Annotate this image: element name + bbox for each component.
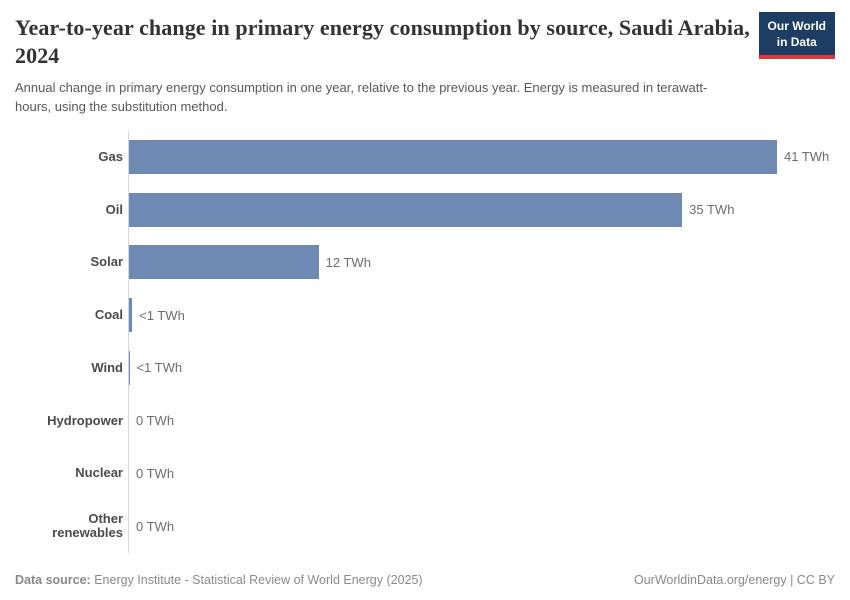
category-label-hydropower: Hydropower <box>47 412 123 428</box>
chart-header: Year-to-year change in primary energy co… <box>15 12 835 117</box>
category-label-oil: Oil <box>105 201 123 217</box>
value-label-nuclear: 0 TWh <box>136 465 175 481</box>
category-label-other-renewables: Other renewables <box>52 510 123 541</box>
data-source-label: Data source: <box>15 573 91 587</box>
owid-logo-line1: Our World <box>767 19 826 33</box>
plot-area-coal: <1 TWh <box>128 288 835 342</box>
category-label-coal: Coal <box>94 307 123 323</box>
bar-oil[interactable] <box>129 192 683 227</box>
chart-title: Year-to-year change in primary energy co… <box>15 15 750 68</box>
data-source-text: Energy Institute - Statistical Review of… <box>90 573 423 587</box>
chart-row-nuclear: Nuclear 0 TWh <box>15 447 835 500</box>
value-label-oil: 35 TWh <box>689 202 735 218</box>
category-label-nuclear: Nuclear <box>75 465 123 481</box>
chart-row-wind: Wind <1 TWh <box>15 341 835 395</box>
bar-solar[interactable] <box>129 245 319 280</box>
chart-row-gas: Gas 41 TWh <box>15 130 835 184</box>
bar-chart: Gas 41 TWh Oil 35 TWh Solar 12 TWh Coal <1 TWh W… <box>15 130 835 553</box>
owid-logo-line2: in Data <box>776 34 817 49</box>
category-label-gas: Gas <box>98 148 123 164</box>
value-label-coal: <1 TWh <box>139 307 185 323</box>
plot-area-oil: 35 TWh <box>128 183 835 237</box>
data-source: Data source: Energy Institute - Statisti… <box>15 573 423 587</box>
plot-area-hydropower: 0 TWh <box>128 394 835 448</box>
chart-row-coal: Coal <1 TWh <box>15 288 835 342</box>
chart-row-solar: Solar 12 TWh <box>15 236 835 289</box>
value-label-solar: 12 TWh <box>325 254 371 270</box>
bar-coal[interactable] <box>129 298 133 333</box>
plot-area-solar: 12 TWh <box>128 236 835 289</box>
plot-area-wind: <1 TWh <box>128 341 835 395</box>
footer-license-link[interactable]: OurWorldinData.org/energy | CC BY <box>633 573 835 587</box>
bar-gas[interactable] <box>129 139 777 174</box>
category-label-wind: Wind <box>91 359 123 375</box>
value-label-wind: <1 TWh <box>136 360 183 376</box>
value-label-hydropower: 0 TWh <box>136 413 175 429</box>
plot-area-other-renewables: 0 TWh <box>128 499 835 553</box>
category-label-solar: Solar <box>90 254 123 270</box>
value-label-other-renewables: 0 TWh <box>136 518 175 534</box>
value-label-gas: 41 TWh <box>784 149 830 165</box>
chart-footer: Data source: Energy Institute - Statisti… <box>15 573 835 587</box>
chart-row-other-renewables: Other renewables 0 TWh <box>15 499 835 553</box>
owid-logo[interactable]: Our World in Data <box>758 12 835 60</box>
chart-row-oil: Oil 35 TWh <box>15 183 835 237</box>
plot-area-gas: 41 TWh <box>128 130 835 184</box>
chart-subtitle: Annual change in primary energy consumpt… <box>15 79 708 114</box>
plot-area-nuclear: 0 TWh <box>128 447 835 500</box>
chart-row-hydropower: Hydropower 0 TWh <box>15 394 835 448</box>
